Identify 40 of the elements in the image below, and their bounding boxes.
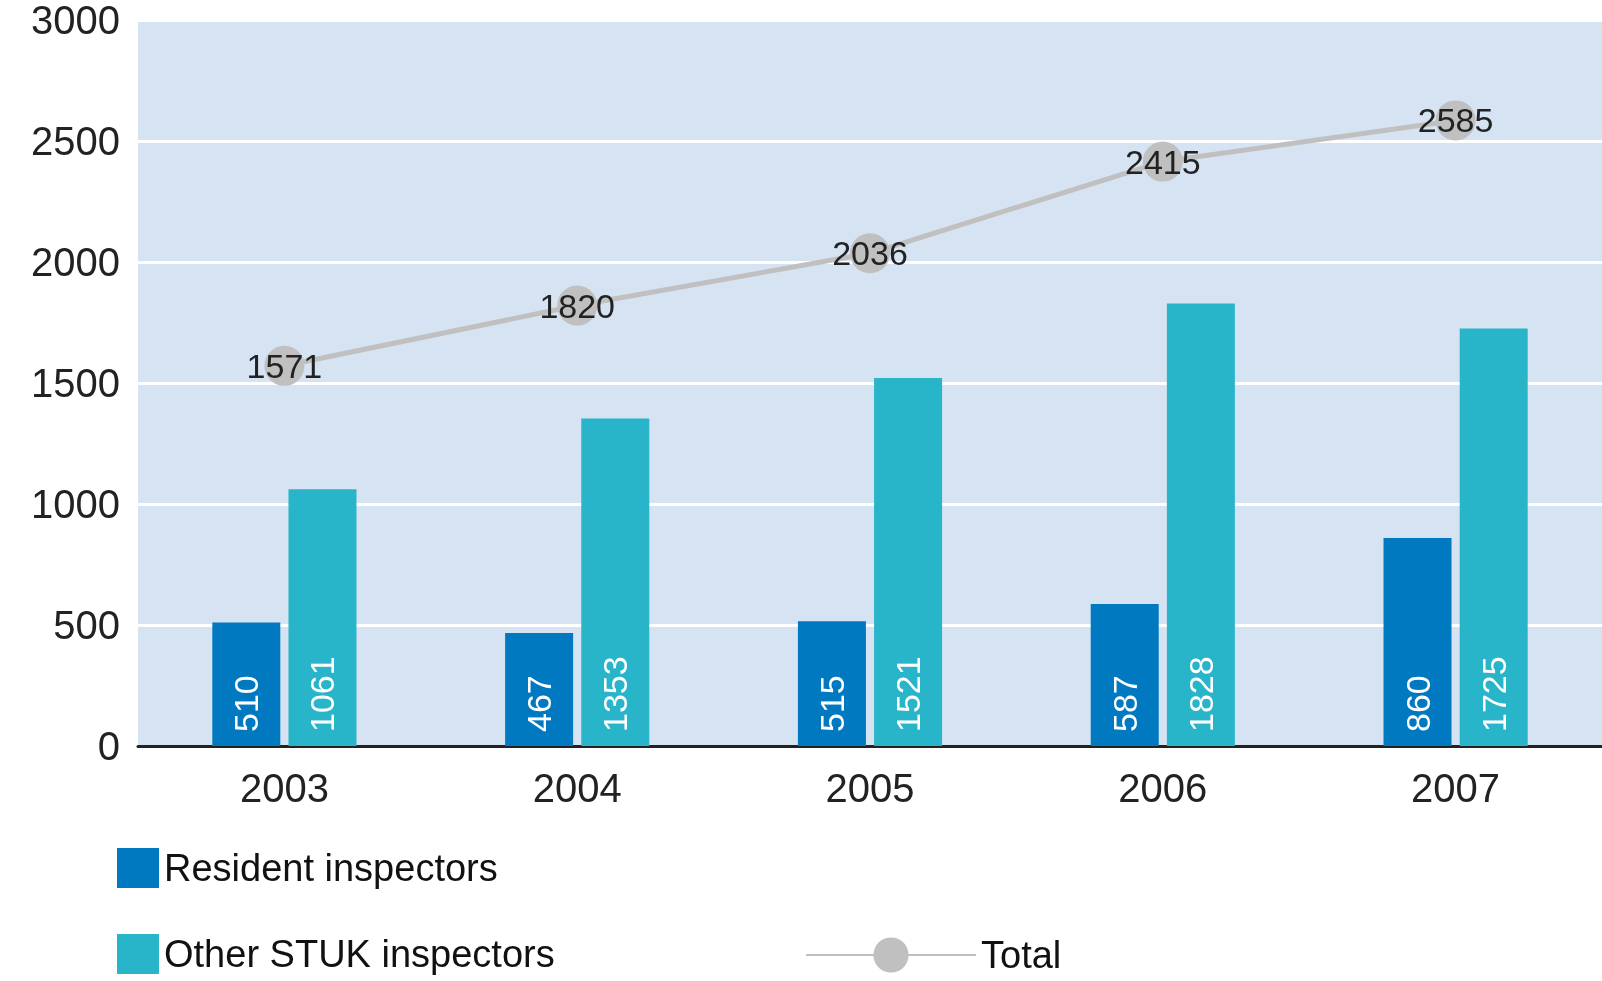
data-label: 860 (1398, 675, 1437, 732)
data-label: 2585 (1417, 101, 1494, 140)
data-label: 1353 (596, 656, 635, 732)
bar (505, 632, 574, 746)
x-tick-label: 2007 (1411, 766, 1501, 810)
data-label: 1725 (1474, 656, 1513, 732)
y-tick-label: 0 (97, 724, 120, 768)
x-tick-label: 2003 (239, 766, 329, 810)
y-tick-label: 2000 (31, 240, 120, 284)
data-label: 587 (1105, 675, 1144, 732)
y-tick-label: 500 (53, 603, 120, 647)
x-tick-label: 2004 (532, 766, 622, 810)
x-tick-label: 2006 (1118, 766, 1208, 810)
data-label: 1571 (246, 346, 323, 385)
data-label: 1820 (539, 286, 616, 325)
data-label: 510 (227, 675, 266, 732)
data-label: 515 (812, 675, 851, 732)
bar (1459, 328, 1528, 746)
legend-label: Other STUK inspectors (164, 933, 555, 975)
bar (581, 418, 650, 746)
y-tick-label: 3000 (31, 0, 120, 42)
y-tick-label: 1500 (31, 361, 120, 405)
data-label: 1061 (303, 656, 342, 732)
data-label: 2036 (832, 234, 908, 273)
bar (1090, 603, 1159, 746)
y-tick-label: 2500 (31, 119, 120, 163)
data-label: 1521 (889, 656, 928, 732)
bar (288, 489, 357, 746)
legend-label: Total (981, 934, 1062, 976)
bar (797, 621, 866, 746)
data-label: 2415 (1124, 142, 1201, 181)
x-tick-label: 2005 (825, 766, 915, 810)
bar (212, 622, 281, 746)
bar (874, 377, 943, 746)
bar (1383, 537, 1452, 746)
data-label: 467 (520, 675, 559, 732)
data-label: 1828 (1181, 656, 1220, 732)
y-tick-label: 1000 (31, 482, 120, 526)
legend-label: Resident inspectors (164, 847, 498, 889)
bar (1166, 303, 1235, 746)
